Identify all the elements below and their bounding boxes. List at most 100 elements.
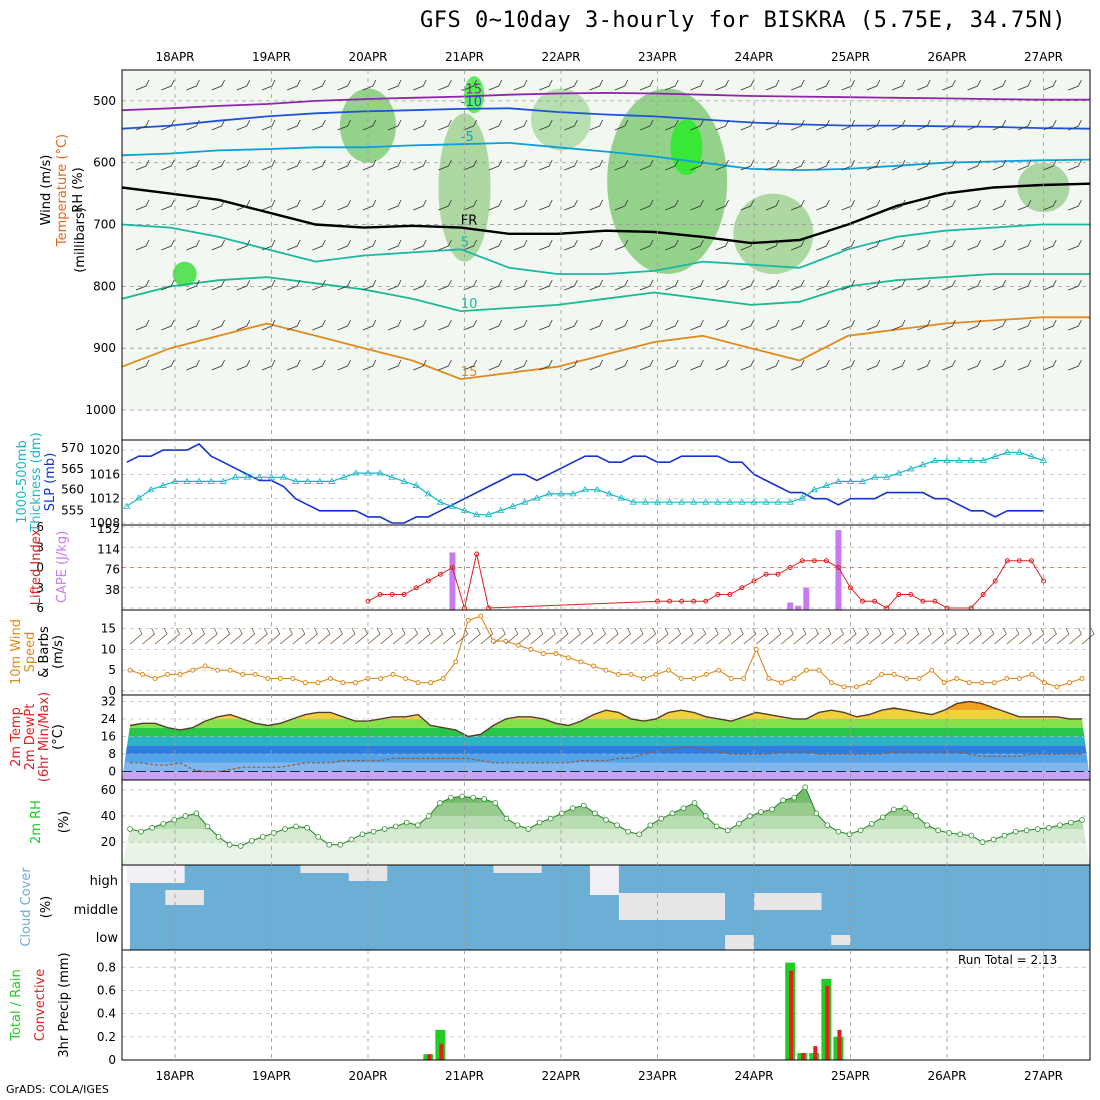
slp-line xyxy=(126,443,1044,524)
wind-barb xyxy=(765,159,780,171)
wind-barb xyxy=(564,279,578,291)
li-point xyxy=(703,598,709,604)
thickness-point xyxy=(882,473,891,480)
wind-barb xyxy=(387,239,402,251)
thickness-point xyxy=(955,456,963,464)
wind-speed-point xyxy=(1054,684,1060,690)
rh-point xyxy=(603,817,609,823)
li-point xyxy=(860,598,866,604)
cape-bar xyxy=(835,530,842,610)
rh-plume xyxy=(733,193,814,274)
wind-barb xyxy=(1006,627,1020,645)
bottom-date-label: 19APR xyxy=(252,1069,291,1083)
rh-point xyxy=(879,814,886,821)
wind-barb xyxy=(539,119,553,131)
wind-barb xyxy=(555,627,569,645)
wind-barb xyxy=(367,627,381,645)
rh-point xyxy=(237,843,244,849)
rh-point xyxy=(392,823,399,830)
wind-barb xyxy=(186,199,200,211)
temp-contour-label: -15 xyxy=(461,83,482,98)
wind-barb xyxy=(413,159,427,171)
cloud-gap xyxy=(126,865,185,883)
wind-barb xyxy=(1019,627,1032,645)
wind-barb xyxy=(1017,79,1032,91)
wind-speed-point xyxy=(127,667,133,673)
wind-barb xyxy=(463,279,477,291)
wind-barb xyxy=(668,627,682,645)
wind-speed-point xyxy=(841,684,847,690)
rh-point xyxy=(736,821,742,827)
wind-barb xyxy=(906,627,920,645)
wind-barb xyxy=(967,159,981,171)
rh-band xyxy=(122,842,1090,865)
li-point xyxy=(1016,558,1022,564)
panel-label-p5: 2m Temp xyxy=(9,707,24,767)
wind-barb xyxy=(438,119,452,131)
wind-barb xyxy=(442,627,456,645)
wind-speed-point xyxy=(854,684,860,690)
wind-barb xyxy=(135,279,150,291)
wind-barb xyxy=(665,239,679,251)
wind-barb xyxy=(992,279,1007,291)
wind-barb xyxy=(362,239,377,251)
wind-barb xyxy=(513,119,528,131)
wind-barb xyxy=(287,159,301,171)
li-point xyxy=(787,565,793,570)
rh-point xyxy=(957,831,964,838)
wind-barb xyxy=(211,79,225,91)
wind-barb xyxy=(167,627,181,645)
thickness-point xyxy=(171,477,179,484)
wind-barb xyxy=(312,239,326,251)
wind-barb xyxy=(1031,627,1045,645)
wind-barb xyxy=(917,279,931,291)
temp-contour-15 xyxy=(121,316,1090,381)
thickness-line xyxy=(126,451,1044,516)
cloud-gap xyxy=(589,865,619,895)
wind-barb xyxy=(841,79,855,91)
wind-speed-point xyxy=(340,680,346,686)
wind-barb xyxy=(580,627,594,645)
wind-speed-point xyxy=(415,680,421,686)
wind-barb xyxy=(1069,627,1082,645)
wind-barb xyxy=(236,199,251,211)
wind-barb xyxy=(589,159,603,171)
wind-barb xyxy=(236,239,251,251)
bottom-date-label: 21APR xyxy=(445,1069,484,1083)
rh-point xyxy=(149,824,155,831)
li-point xyxy=(413,585,419,591)
wind-barb xyxy=(816,239,830,251)
wind-barb xyxy=(186,239,200,251)
wind-barb xyxy=(539,319,553,331)
wind-barb xyxy=(337,119,351,131)
wind-speed-point xyxy=(879,671,885,677)
thickness-point xyxy=(303,477,312,484)
temp-contour--15 xyxy=(121,91,1090,112)
wind-barb xyxy=(154,627,168,645)
thickness-point xyxy=(147,485,155,493)
wind-barb xyxy=(765,279,780,291)
wind-barb xyxy=(1043,119,1057,131)
thickness-point xyxy=(472,510,481,518)
panel-label-p2: SLP (mb) xyxy=(43,453,58,512)
wind-speed-point xyxy=(265,676,271,682)
wind-barb xyxy=(337,359,351,371)
wind-barb xyxy=(992,239,1007,251)
thickness-point xyxy=(352,469,360,476)
wind-barb xyxy=(413,79,427,91)
wind-speed-point xyxy=(753,646,759,652)
cloud-gap xyxy=(754,893,822,910)
precip-tick-label: 0.6 xyxy=(97,983,116,997)
temp-tick-label: 0 xyxy=(108,765,116,779)
panel-label-p4: 10m Wind xyxy=(9,619,24,685)
thickness-point xyxy=(979,456,987,464)
wind-barb xyxy=(1017,119,1032,131)
wind-barb xyxy=(593,627,606,645)
wind-barb xyxy=(718,627,732,645)
rh-point xyxy=(337,841,344,848)
rh-point xyxy=(271,830,277,836)
wind-barb xyxy=(891,119,906,131)
rh-point xyxy=(569,805,576,811)
precip-tick-label: 0 xyxy=(108,1053,116,1067)
wind-barb xyxy=(1068,199,1082,211)
